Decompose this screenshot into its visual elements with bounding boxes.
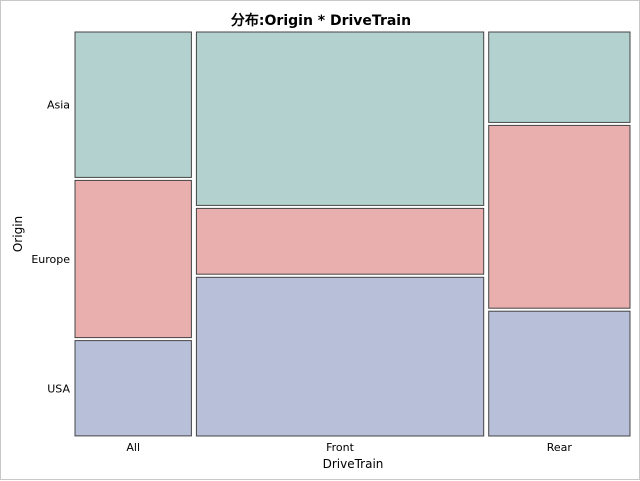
mosaic-tiles xyxy=(74,31,631,437)
tile-front-asia xyxy=(195,31,485,206)
x-tick-all: All xyxy=(126,441,140,454)
tile-rear-europe xyxy=(488,124,631,309)
x-tick-front: Front xyxy=(326,441,355,454)
tile-all-usa xyxy=(74,340,192,437)
tile-rear-usa xyxy=(488,310,631,437)
tile-front-usa xyxy=(195,276,485,437)
x-axis-label: DriveTrain xyxy=(323,457,384,471)
y-tick-europe: Europe xyxy=(31,253,70,266)
tile-all-asia xyxy=(74,31,192,178)
x-tick-rear: Rear xyxy=(547,441,573,454)
tile-front-europe xyxy=(195,207,485,275)
y-tick-usa: USA xyxy=(47,382,70,395)
y-tick-asia: Asia xyxy=(47,99,70,112)
y-axis-label: Origin xyxy=(11,216,25,252)
chart-title: 分布:Origin * DriveTrain xyxy=(231,12,411,29)
y-tick-labels: Asia Europe USA xyxy=(31,99,70,396)
x-tick-labels: All Front Rear xyxy=(126,441,572,454)
tile-all-europe xyxy=(74,179,192,339)
tile-rear-asia xyxy=(488,31,631,123)
